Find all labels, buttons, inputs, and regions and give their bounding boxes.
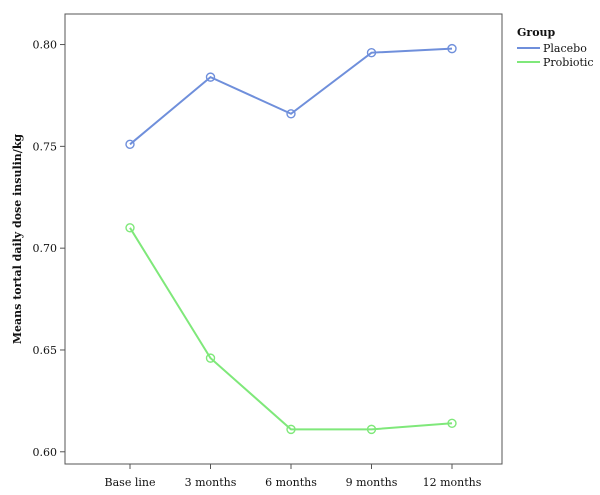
- data-point-probiotic: [447, 418, 457, 428]
- y-tick-label: 0.70: [33, 242, 58, 255]
- y-tick-label: 0.60: [33, 446, 58, 459]
- legend-title: Group: [517, 26, 556, 39]
- data-point-probiotic: [286, 424, 296, 435]
- y-tick-label: 0.65: [33, 344, 58, 357]
- x-axis: Base line 3 months 6 months 9 months 12 mont…: [105, 464, 482, 489]
- data-point-placebo: [125, 139, 135, 150]
- data-point-placebo: [205, 72, 216, 82]
- x-tick-label: 3 months: [185, 476, 237, 489]
- legend-label-placebo: Placebo: [543, 42, 587, 55]
- series-layer: [125, 43, 457, 435]
- y-tick-label: 0.75: [33, 140, 58, 153]
- y-axis-title: Means tortal daily dose insulin/kg: [11, 134, 24, 345]
- x-tick-label: Base line: [105, 476, 156, 489]
- x-tick-label: 9 months: [346, 476, 398, 489]
- series-line-placebo: [129, 47, 453, 146]
- series-line-probiotic: [129, 227, 453, 431]
- plot-frame: [64, 13, 503, 465]
- legend-label-probiotic: Probiotic: [543, 56, 594, 69]
- y-axis: 0.60 0.65 0.70 0.75 0.80: [33, 39, 65, 459]
- data-point-placebo: [286, 109, 296, 119]
- data-point-placebo: [366, 47, 377, 58]
- x-tick-label: 12 months: [423, 476, 482, 489]
- x-tick-label: 6 months: [265, 476, 317, 489]
- data-point-probiotic: [366, 424, 377, 435]
- y-tick-label: 0.80: [33, 39, 58, 52]
- data-point-probiotic: [125, 223, 135, 233]
- data-point-placebo: [447, 43, 457, 54]
- data-point-probiotic: [205, 353, 216, 363]
